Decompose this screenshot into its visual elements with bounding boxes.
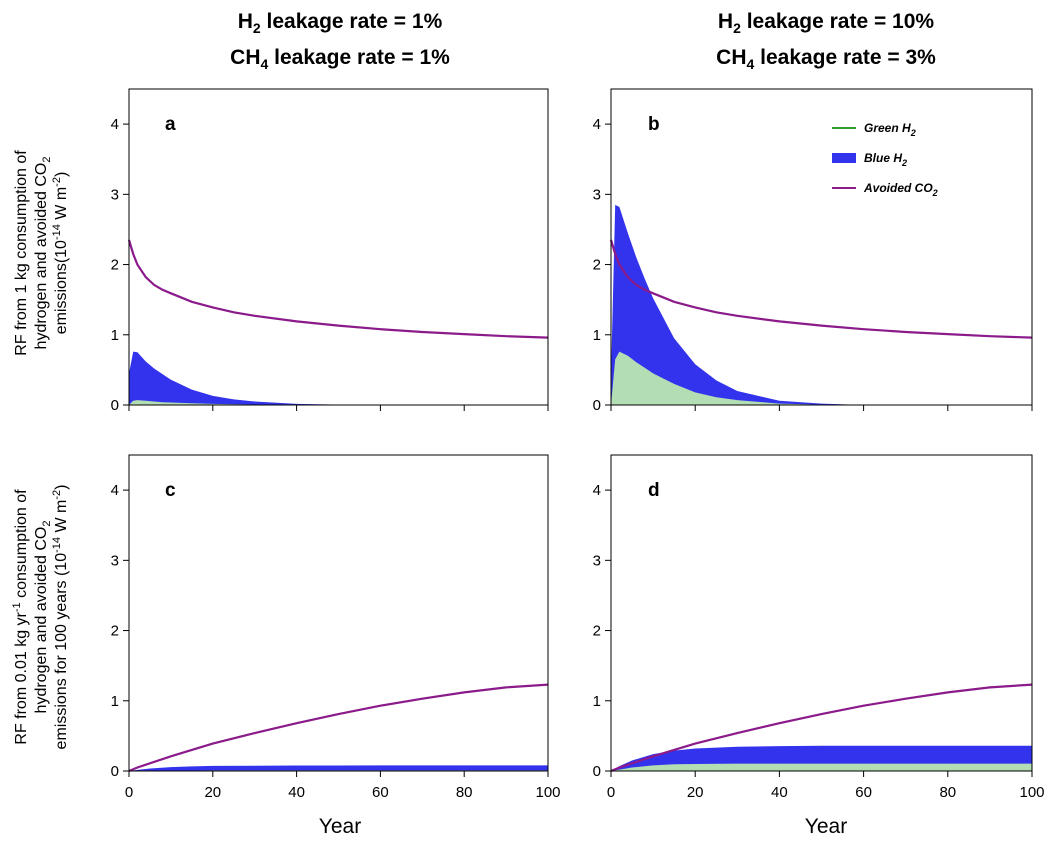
panel-b: 0 1 2 3 4 b (593, 88, 1033, 414)
x-tick-label-c: 20 (204, 784, 221, 801)
y-axis-label-bottom-line2: hydrogen and avoided CO2 (33, 521, 53, 714)
blue-h2-area-a (129, 351, 548, 405)
x-tick-label-c: 40 (288, 784, 305, 801)
panel-a: 0 1 2 3 4 a (111, 88, 549, 414)
plot-frame-a (128, 88, 549, 406)
x-tick-label-c: 100 (535, 784, 560, 801)
column-title-left-line2: CH4 leakage rate = 1% (230, 46, 450, 72)
legend-swatch-blue (832, 153, 856, 163)
blue-h2-area-b (611, 204, 1032, 405)
y-tick-label-c: 1 (111, 693, 119, 710)
y-tick-label-a: 1 (111, 327, 119, 344)
avoided-co2-line-d (610, 683, 1033, 773)
x-tick-label-c: 0 (125, 784, 133, 801)
plot-frame-c (128, 454, 549, 772)
green-h2-area-b (611, 351, 1032, 405)
x-tick-label-d: 100 (1019, 784, 1044, 801)
plot-frame-b (610, 88, 1033, 406)
x-axis-label-right: Year (805, 815, 847, 838)
y-tick-label-d: 0 (593, 763, 601, 780)
y-axis-label-top-line2: hydrogen and avoided CO2 (33, 157, 53, 350)
y-tick-label-c: 0 (111, 763, 119, 780)
column-title-right-line1: H2 leakage rate = 10% (718, 10, 935, 36)
column-title-left: H2 leakage rate = 1% CH4 leakage rate = … (230, 10, 450, 72)
y-axis-label-bottom: RF from 0.01 kg yr-1 consumption of hydr… (11, 485, 70, 750)
column-title-right: H2 leakage rate = 10% CH4 leakage rate =… (716, 10, 936, 72)
y-tick-label-a: 3 (111, 186, 119, 203)
y-axis-label-top: RF from 1 kg consumption of hydrogen and… (13, 150, 70, 356)
y-tick-label-a: 2 (111, 257, 119, 274)
x-tick-label-d: 0 (607, 784, 615, 801)
panel-label-a: a (165, 114, 176, 135)
x-axis-label-left: Year (319, 815, 361, 838)
x-tick-label-c: 60 (372, 784, 389, 801)
panel-label-c: c (165, 480, 176, 501)
legend: Green H2 Blue H2 Avoided CO2 (832, 121, 938, 198)
y-tick-label-b: 3 (593, 186, 601, 203)
avoided-co2-line-b (609, 239, 1033, 339)
plot-frame-d (610, 454, 1033, 772)
x-tick-label-d: 60 (855, 784, 872, 801)
y-tick-label-d: 2 (593, 623, 601, 640)
legend-label-blue: Blue H2 (864, 151, 907, 168)
x-tick-label-c: 80 (456, 784, 473, 801)
legend-label-avoided: Avoided CO2 (863, 181, 938, 198)
y-tick-label-b: 0 (593, 397, 601, 414)
y-tick-label-d: 1 (593, 693, 601, 710)
column-title-right-line2: CH4 leakage rate = 3% (716, 46, 936, 72)
x-tick-label-d: 40 (771, 784, 788, 801)
y-tick-label-d: 3 (593, 552, 601, 569)
y-axis-label-bottom-line3: emissions for 100 years (10-14 W m-2) (51, 485, 70, 750)
y-tick-label-a: 0 (111, 397, 119, 414)
y-axis-label-bottom-line1: RF from 0.01 kg yr-1 consumption of (11, 489, 30, 745)
y-tick-label-d: 4 (593, 482, 601, 499)
panel-label-d: d (648, 480, 660, 501)
y-tick-label-a: 4 (111, 116, 119, 133)
x-tick-label-d: 20 (687, 784, 704, 801)
y-tick-label-b: 1 (593, 327, 601, 344)
y-tick-label-c: 2 (111, 623, 119, 640)
y-tick-label-b: 4 (593, 116, 601, 133)
green-h2-area-d (611, 763, 1032, 771)
panel-label-b: b (648, 114, 660, 135)
x-tick-label-d: 80 (939, 784, 956, 801)
y-axis-label-top-line1: RF from 1 kg consumption of (13, 150, 30, 356)
y-axis-label-top-line3: emissions(10-14 W m-2) (51, 172, 70, 335)
y-tick-label-c: 4 (111, 482, 119, 499)
blue-h2-area-c (129, 765, 548, 771)
y-tick-label-c: 3 (111, 552, 119, 569)
avoided-co2-line-a (127, 239, 549, 339)
y-tick-label-b: 2 (593, 257, 601, 274)
legend-label-green: Green H2 (864, 121, 916, 138)
column-title-left-line1: H2 leakage rate = 1% (238, 10, 443, 36)
avoided-co2-line-c (128, 683, 549, 773)
